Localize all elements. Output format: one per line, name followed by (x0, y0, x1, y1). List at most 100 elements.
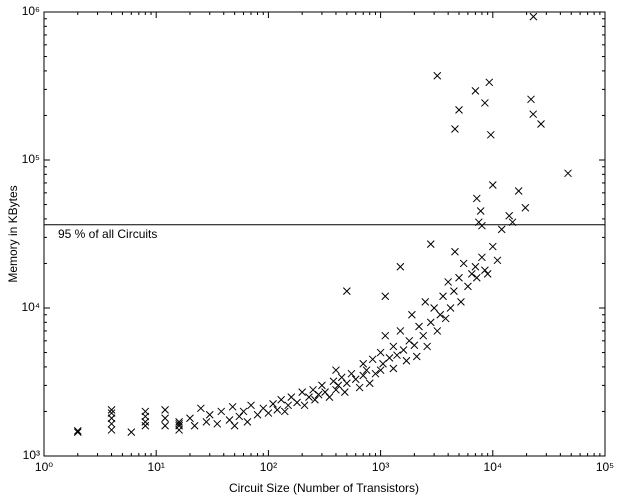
point (450, 287, 458, 295)
point-stroke (476, 207, 485, 215)
point-stroke (385, 354, 394, 362)
point (332, 366, 340, 375)
point (280, 407, 289, 416)
point-stroke (471, 87, 480, 95)
point (205, 410, 214, 419)
point-stroke (311, 395, 319, 404)
point-stroke (225, 416, 234, 424)
point-stroke (253, 410, 262, 419)
point (107, 426, 116, 434)
point (455, 273, 463, 282)
point-stroke (217, 407, 226, 416)
point-stroke (284, 401, 293, 410)
point-stroke (298, 388, 307, 397)
point-stroke (478, 221, 486, 230)
point-stroke (359, 359, 368, 368)
point (329, 377, 338, 386)
point (277, 395, 286, 404)
point (505, 211, 514, 220)
x-tick-label: 10⁰ (35, 460, 53, 474)
point-stroke (355, 383, 364, 392)
x-tick-label: 10² (260, 460, 277, 474)
point (483, 270, 492, 278)
point-stroke (161, 421, 169, 430)
point (359, 359, 368, 368)
point (410, 341, 419, 350)
point (186, 414, 194, 423)
point-stroke (175, 421, 183, 430)
point (371, 369, 380, 378)
point (273, 406, 282, 414)
point (485, 78, 494, 87)
point-stroke (451, 247, 459, 256)
point-stroke (464, 282, 472, 291)
point (529, 12, 538, 21)
point (243, 418, 252, 426)
point-stroke (107, 426, 116, 434)
x-axis-label: Circuit Size (Number of Transistors) (229, 481, 419, 495)
point-stroke (389, 364, 398, 373)
point (385, 354, 394, 362)
y-tick-label: 10⁴ (21, 300, 40, 314)
point-stroke (457, 298, 465, 306)
point-stroke (371, 369, 380, 378)
point-stroke (430, 304, 438, 312)
point (412, 352, 421, 361)
point-stroke (141, 407, 150, 416)
point (107, 409, 116, 417)
point (298, 388, 307, 397)
x-tick-label: 10¹ (148, 460, 165, 474)
point-stroke (505, 211, 514, 220)
point-stroke (399, 346, 408, 354)
point (476, 207, 485, 215)
point (433, 71, 442, 80)
point-stroke (175, 419, 183, 428)
point (481, 266, 489, 275)
point-stroke (334, 381, 343, 390)
point-stroke (408, 310, 416, 319)
point (402, 356, 411, 365)
point-stroke (433, 71, 442, 80)
point-stroke (497, 225, 506, 234)
point (459, 259, 468, 268)
point-stroke (426, 240, 435, 249)
point-stroke (488, 181, 497, 189)
point (175, 418, 183, 426)
point (529, 110, 538, 119)
point-stroke (73, 428, 82, 436)
point-stroke (459, 259, 468, 268)
point (235, 412, 244, 421)
point-stroke (107, 419, 116, 428)
point (486, 130, 495, 139)
point (381, 331, 390, 340)
point (419, 331, 428, 340)
point (300, 401, 309, 410)
point (325, 393, 334, 401)
point-stroke (455, 106, 463, 114)
point (488, 242, 497, 251)
point (439, 292, 447, 301)
point (334, 381, 343, 390)
point (451, 125, 459, 133)
point-stroke (488, 242, 497, 251)
point-stroke (376, 366, 385, 375)
point (493, 256, 502, 265)
point-stroke (264, 409, 273, 417)
y-tick-label: 10³ (23, 448, 40, 462)
point (376, 366, 385, 375)
point (342, 379, 351, 388)
point (408, 310, 416, 319)
y-tick-label: 10⁵ (22, 152, 40, 166)
point (478, 253, 486, 262)
point-stroke (481, 266, 489, 275)
point (423, 342, 432, 351)
point-stroke (421, 298, 430, 306)
point (175, 419, 183, 428)
point (471, 262, 480, 271)
point (161, 414, 169, 423)
point (309, 385, 317, 394)
point-stroke (277, 395, 286, 404)
point-stroke (342, 287, 351, 295)
point-stroke (359, 371, 368, 380)
point (175, 426, 183, 434)
